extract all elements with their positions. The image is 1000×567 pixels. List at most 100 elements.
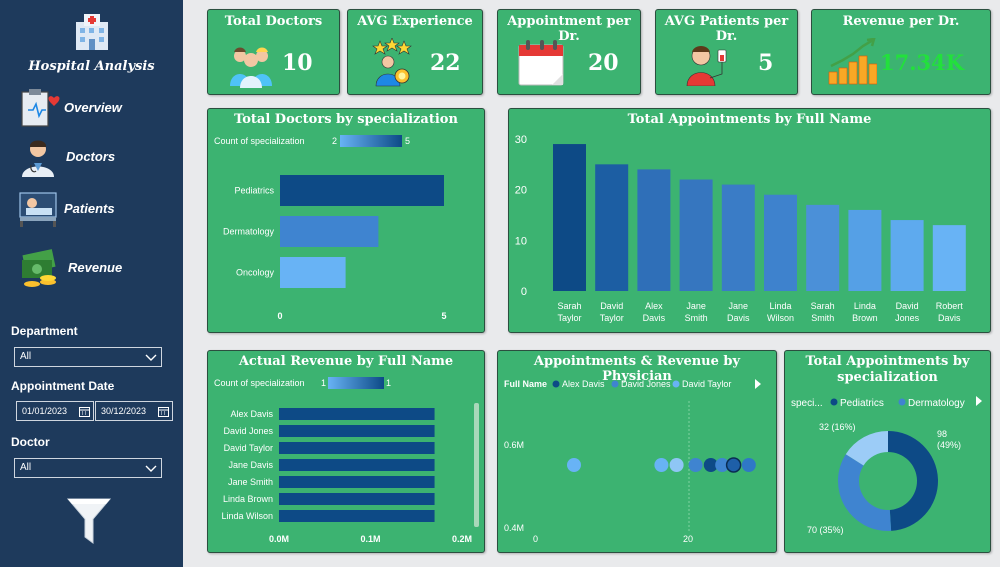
bar[interactable]	[764, 194, 797, 291]
kpi-title: Revenue per Dr.	[842, 14, 960, 29]
bar[interactable]	[279, 425, 435, 437]
legend-item: Pediatrics	[840, 398, 884, 409]
legend-dot	[552, 380, 560, 388]
category-label: Robert Davis	[936, 301, 964, 323]
nav-patients-label: Patients	[64, 201, 115, 216]
chart-title: Actual Revenue by Full Name	[238, 354, 454, 369]
kpi-value: 5	[758, 50, 774, 76]
bar[interactable]	[280, 257, 346, 288]
chart-appointments-revenue-scatter: Appointments & Revenue by Physician Full…	[497, 350, 777, 553]
legend-dot	[830, 398, 838, 406]
bar[interactable]	[806, 204, 840, 291]
bar[interactable]	[279, 459, 435, 471]
pie-slice[interactable]	[845, 431, 888, 466]
scatter-point[interactable]	[567, 458, 581, 472]
scatter-point[interactable]	[741, 458, 756, 472]
end-date-value: 30/12/2023	[101, 406, 147, 416]
legend-item: Alex Davis	[562, 379, 605, 389]
filter-funnel-icon[interactable]	[66, 497, 112, 545]
bar[interactable]	[890, 220, 924, 291]
bar[interactable]	[279, 510, 435, 522]
bar[interactable]	[721, 184, 755, 291]
y-tick: 0.6M	[504, 440, 524, 450]
category-label: Sarah Smith	[811, 301, 835, 323]
category-label: Sarah Taylor	[557, 301, 581, 323]
legend-max: 1	[386, 378, 391, 388]
bar[interactable]	[679, 179, 713, 291]
scatter-point[interactable]	[688, 458, 703, 472]
doctor-dropdown[interactable]: All	[14, 458, 162, 478]
kpi-title: AVG Experience	[357, 14, 473, 29]
calendar-icon	[518, 40, 564, 86]
kpi-title: Appointment per Dr.	[507, 14, 631, 44]
money-coins-icon	[22, 249, 56, 287]
bar[interactable]	[279, 442, 435, 454]
bar[interactable]	[637, 169, 671, 291]
category-label: Linda Brown	[223, 494, 273, 504]
scatter-point[interactable]	[715, 458, 730, 472]
y-tick: 0.4M	[504, 523, 524, 533]
bar[interactable]	[553, 144, 586, 291]
y-tick: 20	[515, 185, 527, 197]
bar[interactable]	[848, 209, 882, 291]
scatter-point[interactable]	[725, 457, 742, 473]
start-date-input[interactable]: 01/01/2023	[16, 401, 94, 421]
bar[interactable]	[279, 476, 435, 488]
nav-patients[interactable]: Patients	[18, 189, 178, 233]
x-tick: 20	[683, 534, 693, 544]
category-label: Pediatrics	[234, 186, 274, 196]
nav-revenue[interactable]: Revenue	[18, 248, 178, 292]
calendar-small-icon	[79, 407, 90, 417]
pie-slice[interactable]	[838, 454, 892, 531]
legend-next-icon[interactable]	[755, 379, 761, 389]
chevron-down-icon	[145, 465, 157, 472]
x-tick: 0.2M	[452, 534, 472, 544]
bar[interactable]	[279, 493, 435, 505]
kpi-avg-patients: AVG Patients per Dr. 5	[655, 9, 798, 95]
end-date-input[interactable]: 30/12/2023	[95, 401, 173, 421]
nav-overview[interactable]: Overview	[18, 88, 178, 132]
scrollbar[interactable]	[474, 403, 479, 527]
kpi-revenue-per-dr: Revenue per Dr. 17.34K	[811, 9, 991, 95]
scatter-point[interactable]	[703, 458, 718, 472]
bar[interactable]	[595, 164, 629, 291]
category-label: Linda Wilson	[767, 301, 794, 323]
clipboard-heart-icon	[21, 89, 60, 127]
department-dropdown[interactable]: All	[14, 347, 162, 367]
scatter-point[interactable]	[669, 458, 684, 472]
chart-revenue-by-name: Actual Revenue by Full Name Count of spe…	[207, 350, 485, 553]
bar[interactable]	[932, 225, 966, 291]
scatter-point[interactable]	[654, 458, 669, 472]
x-tick: 0.1M	[360, 534, 380, 544]
chart-svg: Full Name Alex Davis David Jones David T…	[504, 379, 761, 544]
category-label: Alex Davis	[230, 409, 273, 419]
category-label: Dermatology	[223, 227, 275, 237]
y-tick: 0	[521, 286, 527, 298]
legend-title: Full Name	[504, 379, 547, 389]
chart-title: Total Appointments by Full Name	[627, 112, 872, 127]
bar[interactable]	[279, 408, 435, 420]
kpi-value: 20	[588, 50, 619, 76]
legend-title: speci...	[791, 398, 823, 409]
chart-title: Appointments & Revenue by Physician	[533, 354, 741, 384]
legend-gradient	[328, 377, 384, 389]
bar[interactable]	[280, 216, 379, 247]
doctor-icon	[22, 140, 54, 177]
y-tick: 10	[515, 235, 527, 247]
doctor-label: Doctor	[11, 435, 50, 449]
nav-doctors[interactable]: Doctors	[18, 137, 178, 181]
patient-iv-icon	[686, 46, 727, 86]
pie-slice[interactable]	[888, 431, 939, 531]
legend-dot	[611, 380, 619, 388]
department-value: All	[20, 351, 32, 362]
nav-doctors-label: Doctors	[66, 149, 116, 164]
category-label: Linda Wilson	[221, 511, 273, 521]
department-label: Department	[11, 324, 78, 338]
start-date-value: 01/01/2023	[22, 406, 68, 416]
bar[interactable]	[280, 175, 444, 206]
legend-next-icon[interactable]	[976, 396, 982, 406]
chart-svg: Count of specialization 1 1 Alex Davis Da…	[214, 377, 479, 544]
x-tick: 5	[441, 311, 446, 321]
legend-min: 1	[321, 378, 326, 388]
category-label: David Taylor	[224, 443, 273, 453]
